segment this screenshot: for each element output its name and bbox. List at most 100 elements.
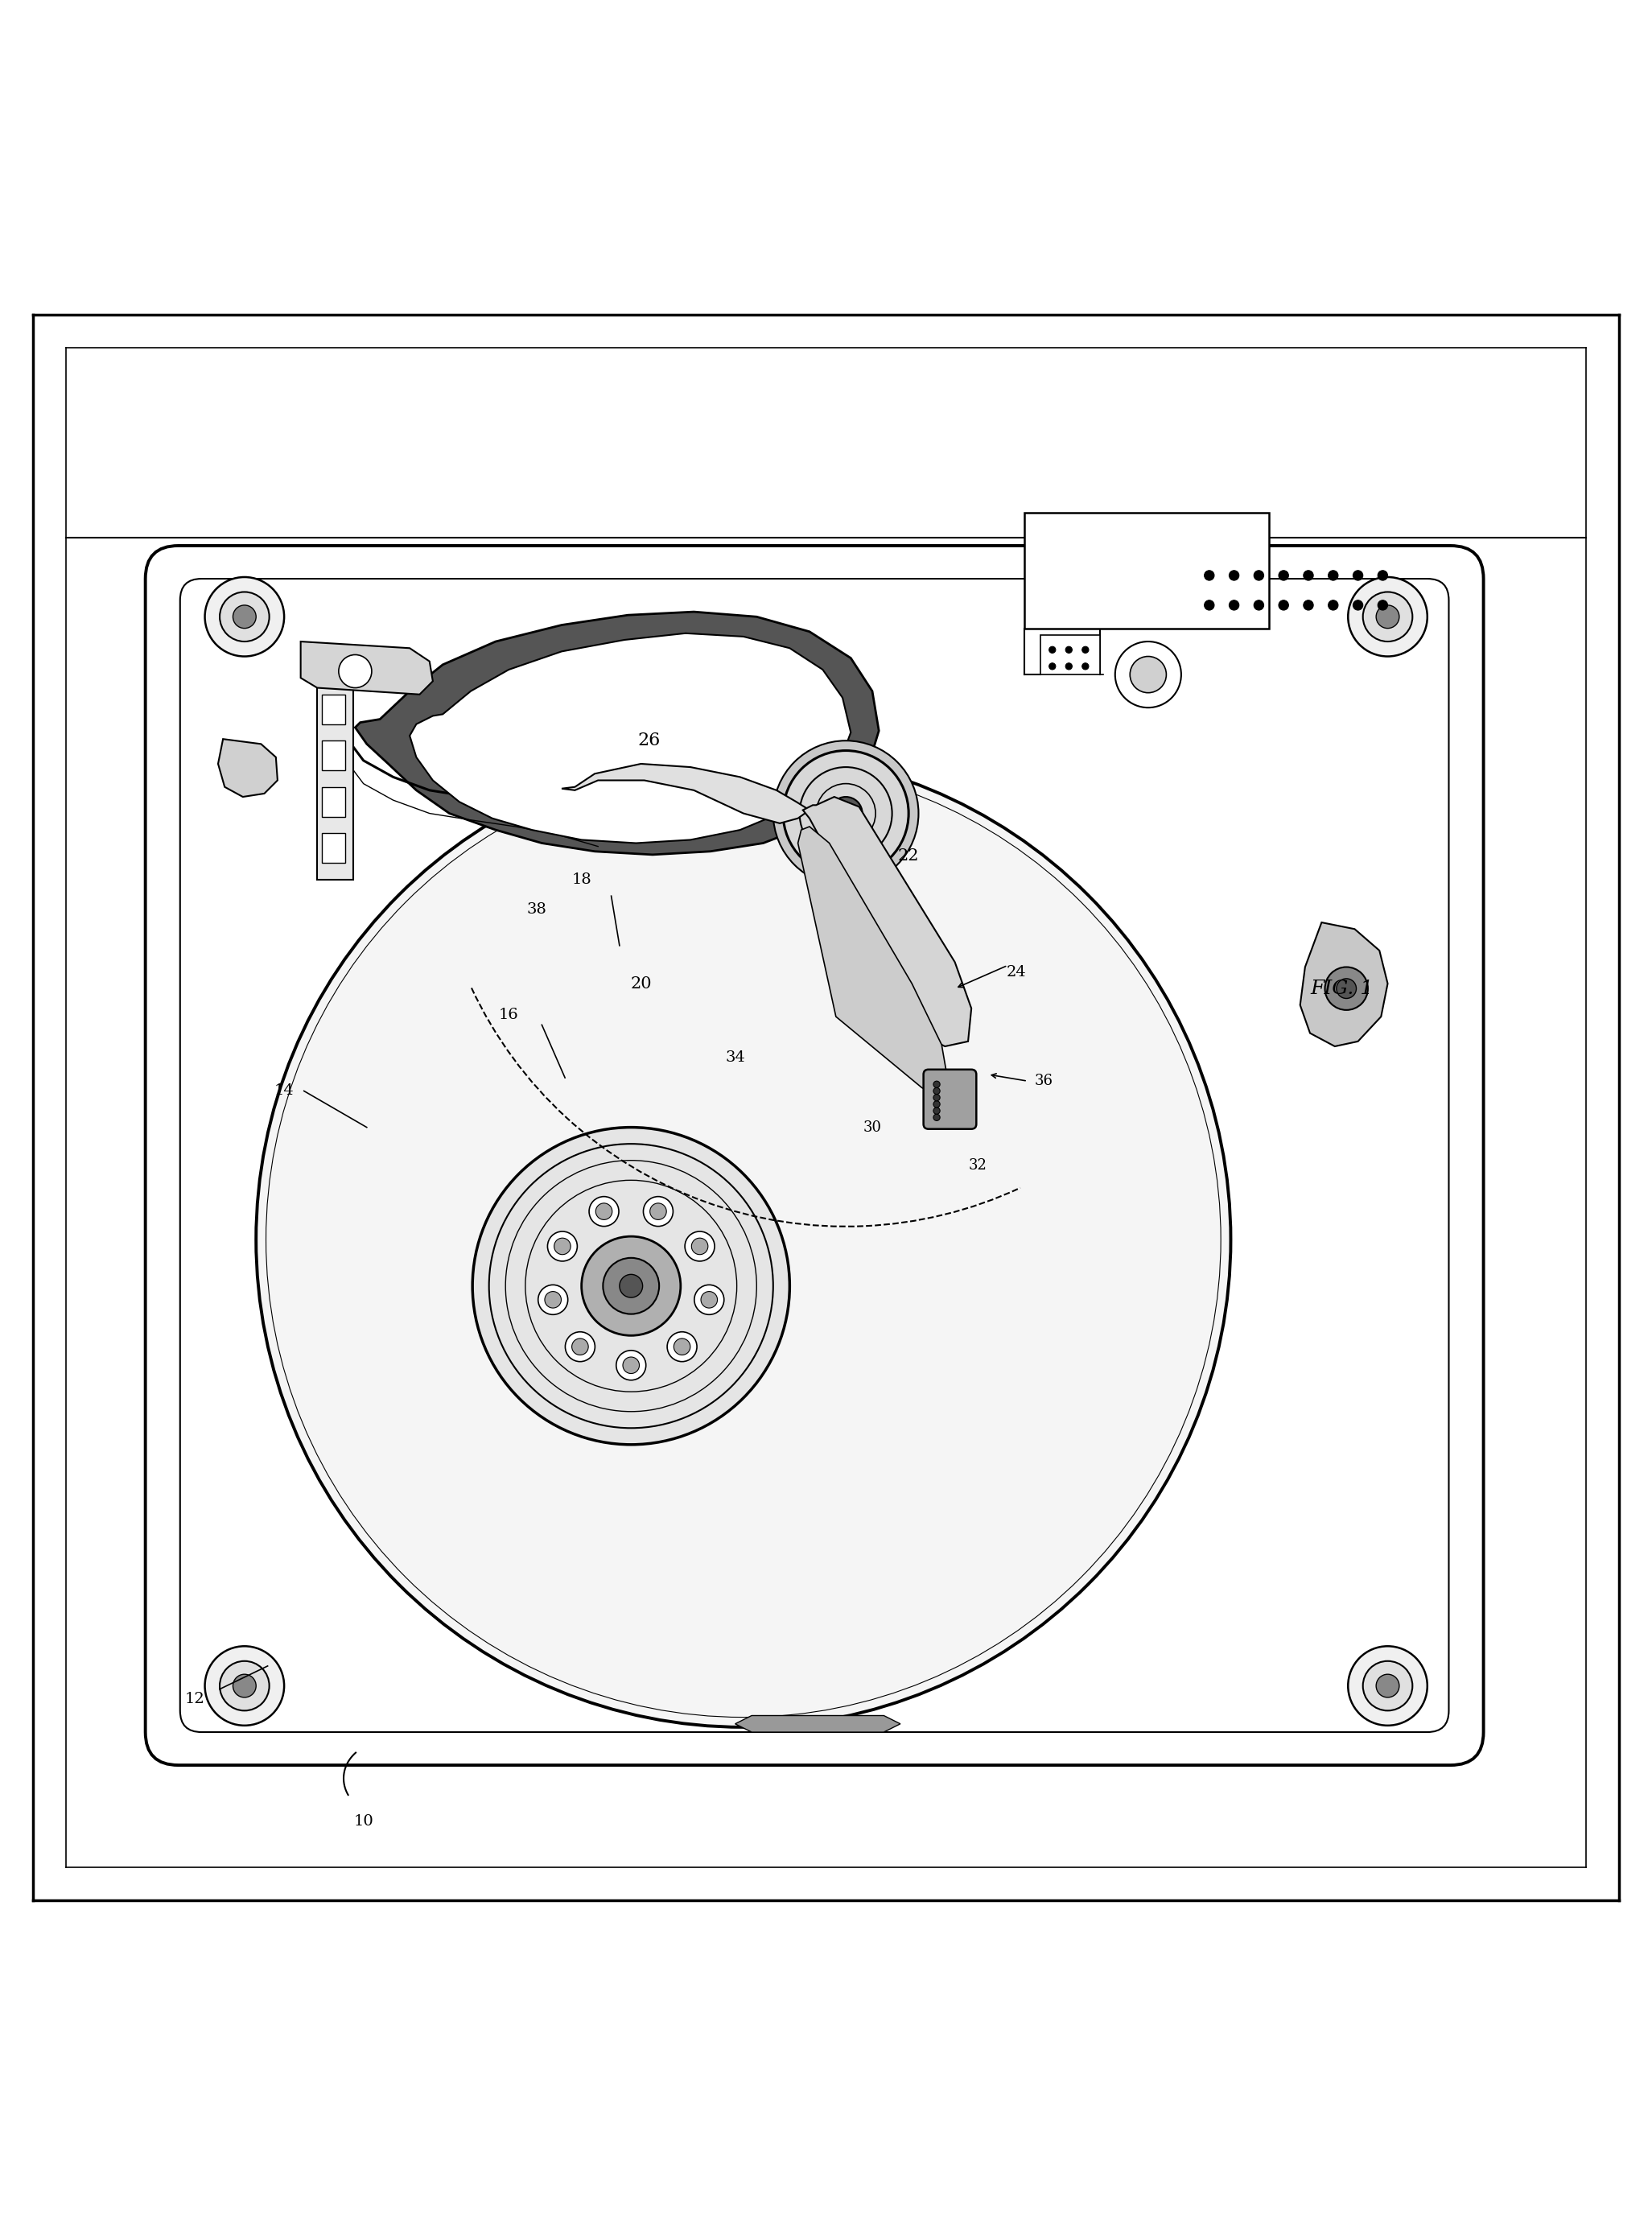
Circle shape	[220, 591, 269, 642]
Polygon shape	[355, 611, 879, 855]
Circle shape	[773, 740, 919, 886]
Circle shape	[1130, 656, 1166, 693]
Circle shape	[1204, 571, 1214, 580]
Polygon shape	[410, 633, 851, 844]
Circle shape	[933, 1094, 940, 1101]
Circle shape	[616, 1351, 646, 1380]
Circle shape	[1279, 600, 1289, 609]
Polygon shape	[562, 764, 809, 824]
Circle shape	[933, 1108, 940, 1114]
Circle shape	[1336, 979, 1356, 999]
Circle shape	[1348, 1646, 1427, 1725]
Bar	[317, 662, 354, 879]
Text: 16: 16	[499, 1008, 519, 1021]
Polygon shape	[301, 642, 433, 693]
Text: 10: 10	[354, 1814, 373, 1830]
Circle shape	[933, 1114, 940, 1121]
Circle shape	[1353, 571, 1363, 580]
Circle shape	[1348, 578, 1427, 656]
Text: 20: 20	[631, 977, 651, 992]
Circle shape	[1328, 571, 1338, 580]
Circle shape	[623, 1358, 639, 1373]
Bar	[1024, 512, 1269, 629]
Circle shape	[1328, 600, 1338, 609]
Bar	[322, 693, 345, 724]
Circle shape	[1229, 571, 1239, 580]
Circle shape	[1082, 647, 1089, 653]
Circle shape	[1066, 662, 1072, 669]
Circle shape	[1049, 662, 1056, 669]
Circle shape	[674, 1338, 691, 1356]
Circle shape	[539, 1285, 568, 1316]
Circle shape	[933, 1101, 940, 1108]
Circle shape	[582, 1236, 681, 1336]
Text: 24: 24	[1006, 966, 1026, 979]
Text: 14: 14	[274, 1083, 294, 1099]
Text: 18: 18	[572, 873, 591, 886]
Circle shape	[649, 1203, 666, 1220]
Polygon shape	[798, 826, 948, 1094]
Circle shape	[1082, 662, 1089, 669]
Circle shape	[1376, 1675, 1399, 1697]
Text: 26: 26	[638, 731, 661, 749]
Circle shape	[256, 753, 1231, 1728]
Circle shape	[1378, 571, 1388, 580]
Circle shape	[547, 1232, 577, 1260]
Circle shape	[1254, 600, 1264, 609]
Circle shape	[233, 605, 256, 629]
Circle shape	[829, 797, 862, 831]
Text: 22: 22	[899, 848, 919, 864]
Circle shape	[603, 1258, 659, 1313]
Circle shape	[620, 1274, 643, 1298]
Bar	[322, 740, 345, 771]
Text: 36: 36	[1034, 1074, 1054, 1088]
Text: 34: 34	[725, 1050, 745, 1065]
Text: 30: 30	[862, 1121, 882, 1134]
Circle shape	[1229, 600, 1239, 609]
Circle shape	[590, 1196, 620, 1227]
Circle shape	[933, 1088, 940, 1094]
Circle shape	[233, 1675, 256, 1697]
Polygon shape	[803, 797, 971, 1045]
Circle shape	[1254, 571, 1264, 580]
Circle shape	[572, 1338, 588, 1356]
Circle shape	[205, 1646, 284, 1725]
Text: 12: 12	[185, 1692, 205, 1706]
Circle shape	[933, 1081, 940, 1088]
Polygon shape	[735, 1717, 900, 1732]
Bar	[322, 786, 345, 817]
Circle shape	[1376, 605, 1399, 629]
Circle shape	[1353, 600, 1363, 609]
Circle shape	[1049, 647, 1056, 653]
Circle shape	[667, 1331, 697, 1362]
Text: 38: 38	[527, 902, 547, 917]
Circle shape	[692, 1238, 709, 1254]
Circle shape	[700, 1291, 717, 1309]
Circle shape	[643, 1196, 672, 1227]
Text: 32: 32	[968, 1158, 988, 1172]
Bar	[322, 833, 345, 864]
Circle shape	[1204, 600, 1214, 609]
Circle shape	[783, 751, 909, 877]
FancyBboxPatch shape	[923, 1070, 976, 1130]
Circle shape	[553, 1238, 570, 1254]
Bar	[1041, 636, 1100, 676]
Circle shape	[1378, 600, 1388, 609]
Circle shape	[205, 578, 284, 656]
Circle shape	[1325, 968, 1368, 1010]
Circle shape	[220, 1661, 269, 1710]
Polygon shape	[218, 740, 278, 797]
Circle shape	[596, 1203, 613, 1220]
Circle shape	[1303, 600, 1313, 609]
Circle shape	[694, 1285, 724, 1316]
Polygon shape	[1300, 921, 1388, 1045]
Circle shape	[1066, 647, 1072, 653]
Circle shape	[1115, 642, 1181, 707]
Circle shape	[565, 1331, 595, 1362]
Circle shape	[686, 1232, 715, 1260]
Circle shape	[472, 1127, 790, 1444]
Circle shape	[339, 656, 372, 689]
Circle shape	[545, 1291, 562, 1309]
Circle shape	[1363, 591, 1412, 642]
FancyBboxPatch shape	[145, 545, 1483, 1765]
